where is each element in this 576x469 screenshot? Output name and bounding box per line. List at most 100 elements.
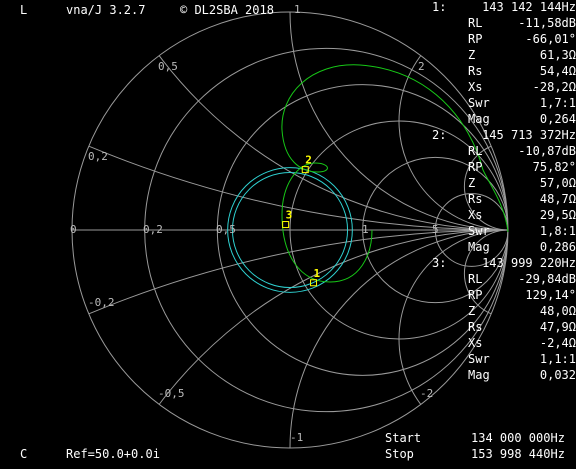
marker-frequency: 145 713 372Hz [482,128,576,142]
start-label: Start [385,431,422,445]
swr-circle [231,171,349,289]
readout-value: -28,2Ω [532,80,576,94]
plot-marker-label: 3 [286,209,293,222]
readout-value: 75,82° [532,160,576,174]
grid-label-xn02: -0,2 [88,296,115,309]
stop-frequency: 153 998 440Hz [471,447,565,461]
readout-key: Swr [468,352,490,366]
readout-key: Xs [468,208,483,222]
marker-frequency: 143 142 144Hz [482,0,576,14]
readout-value: -10,87dB [518,144,576,158]
mode-label: L [20,3,28,17]
trace-path [281,64,509,283]
grid-label-xp1: 1 [294,3,301,16]
plot-marker-label: 2 [305,154,312,167]
readout-value: 29,5Ω [539,208,576,222]
marker-2-rl-row: RL -10,87dB [430,144,576,160]
marker-3-xs-row: Xs -2,4Ω [430,336,576,352]
marker-1-rp-row: RP -66,01° [430,32,576,48]
marker-1-swr-row: Swr 1,7:1 [430,96,576,112]
marker-2-xs-row: Xs 29,5Ω [430,208,576,224]
grid-label-r5: 5 [432,223,439,236]
readout-key: Rs [468,192,483,206]
app-title: vna/J 3.2.7 [66,3,146,17]
plot-marker-box [310,279,318,287]
impedance-trace [281,64,509,283]
readout-key: Mag [468,112,490,126]
readout-key: Z [468,304,476,318]
marker-1-rs-row: Rs 54,4Ω [430,64,576,80]
marker-frequency: 143 999 220Hz [482,256,576,270]
grid-label-xn2: -2 [420,387,434,400]
marker-index: 1: [432,0,447,14]
readout-value: -2,4Ω [539,336,576,350]
readout-value: 47,9Ω [539,320,576,334]
readout-value: 1,7:1 [539,96,576,110]
readout-value: 48,0Ω [539,304,576,318]
stop-label: Stop [385,447,414,461]
marker-3-mag-row: Mag 0,032 [430,368,576,384]
marker-index: 2: [432,128,447,142]
readout-value: 1,1:1 [539,352,576,366]
marker-2-swr-row: Swr 1,8:1 [430,224,576,240]
readout-key: Swr [468,96,490,110]
grid-label-xn05: -0,5 [158,387,185,400]
marker-1-header: 1: 143 142 144Hz [430,0,576,16]
grid-label-xp05: 0,5 [158,60,178,73]
marker-3-rl-row: RL -29,84dB [430,272,576,288]
readout-value: 1,8:1 [539,224,576,238]
marker-3-rp-row: RP 129,14° [430,288,576,304]
readout-key: Rs [468,320,483,334]
readout-key: Xs [468,336,483,350]
marker-3-z-row: Z 48,0Ω [430,304,576,320]
readout-value: 57,0Ω [539,176,576,190]
marker-2-header: 2: 145 713 372Hz [430,128,576,144]
grid-label-xp02: 0,2 [88,150,108,163]
readout-key: RL [468,16,483,30]
readout-key: Z [468,48,476,62]
marker-index: 3: [432,256,447,270]
start-frequency: 134 000 000Hz [471,431,565,445]
readout-key: RL [468,144,483,158]
readout-key: Swr [468,224,490,238]
plot-markers[interactable]: 1 2 3 [282,154,321,287]
footer-mode: C [20,447,28,461]
copyright: © DL2SBA 2018 [180,3,274,17]
grid-resistance-circle [144,47,508,413]
readout-key: Xs [468,80,483,94]
grid-label-r05: 0,5 [216,223,236,236]
marker-2-mag-row: Mag 0,286 [430,240,576,256]
marker-1-mag-row: Mag 0,264 [430,112,576,128]
readout-value: 0,264 [539,112,576,126]
marker-3-swr-row: Swr 1,1:1 [430,352,576,368]
marker-1-rl-row: RL -11,58dB [430,16,576,32]
marker-1-z-row: Z 61,3Ω [430,48,576,64]
grid-label-xp2: 2 [418,60,425,73]
readout-key: RP [468,160,483,174]
grid-label-xn1: -1 [290,431,304,444]
marker-2-rs-row: Rs 48,7Ω [430,192,576,208]
plot-marker-box [282,221,290,229]
readout-value: 0,032 [539,368,576,382]
readout-key: Mag [468,368,490,382]
grid-label-r0: 0 [70,223,77,236]
grid-reactance-arc [398,12,508,231]
readout-value: 129,14° [525,288,576,302]
grid-reactance-arc [398,229,508,448]
marker-3-header: 3: 143 999 220Hz [430,256,576,272]
grid-resistance-circle [362,156,508,304]
readout-value: -29,84dB [518,272,576,286]
marker-2-rp-row: RP 75,82° [430,160,576,176]
readout-value: 61,3Ω [539,48,576,62]
readout-key: RP [468,32,483,46]
readout-value: 54,4Ω [539,64,576,78]
readout-value: 48,7Ω [539,192,576,206]
readout-value: -11,58dB [518,16,576,30]
grid-label-r02: 0,2 [143,223,163,236]
readout-key: Rs [468,64,483,78]
marker-2-z-row: Z 57,0Ω [430,176,576,192]
swr-circles [227,167,353,293]
readout-key: Z [468,176,476,190]
marker-3-rs-row: Rs 47,9Ω [430,320,576,336]
